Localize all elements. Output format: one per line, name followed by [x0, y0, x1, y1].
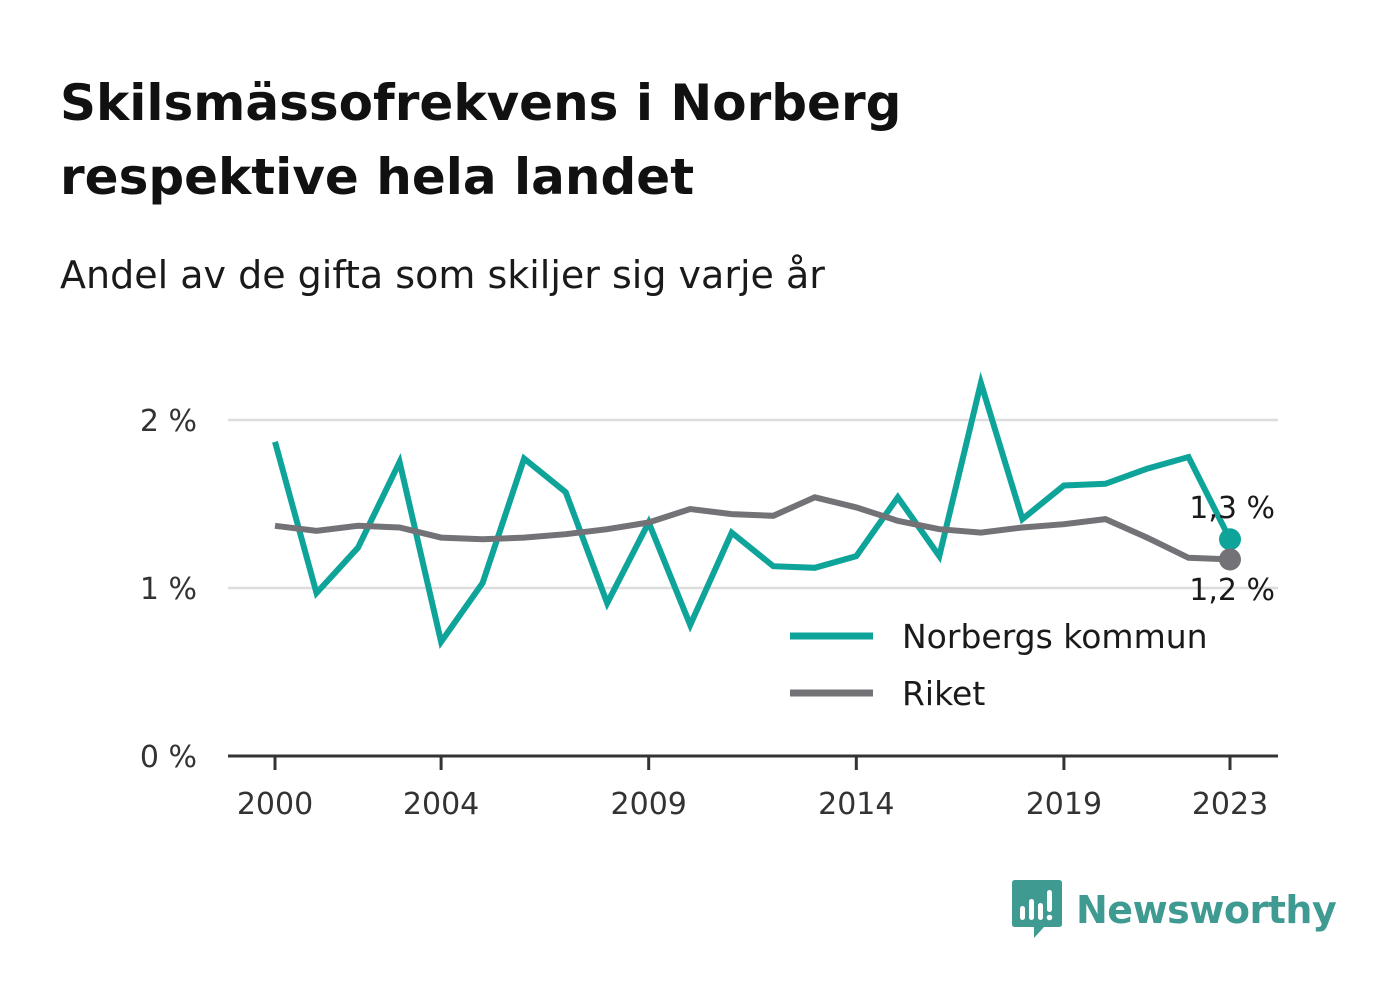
- chart-subtitle: Andel av de gifta som skiljer sig varje …: [60, 253, 825, 297]
- bar-chart-speech-bubble-icon: [1012, 880, 1062, 938]
- legend-label: Riket: [902, 674, 985, 713]
- series-end-point: [1219, 548, 1241, 571]
- y-tick-label: 1 %: [140, 572, 197, 607]
- x-tick-label: 2000: [237, 787, 313, 822]
- end-label-riket: 1,2 %: [1189, 573, 1275, 608]
- x-tick-label: 2023: [1192, 787, 1268, 822]
- x-tick-label: 2014: [818, 787, 894, 822]
- legend-label: Norbergs kommun: [902, 617, 1208, 656]
- series-line-norberg: [272, 371, 1233, 650]
- legend: Norbergs kommun Riket: [790, 617, 1208, 713]
- series-end-point: [1219, 528, 1241, 551]
- chart-title: Skilsmässofrekvens i Norberg respektive …: [60, 66, 1260, 214]
- y-tick-label: 2 %: [140, 404, 197, 439]
- series-layer: [272, 371, 1241, 650]
- x-tick-label: 2019: [1026, 787, 1102, 822]
- brand-name: Newsworthy: [1076, 888, 1337, 932]
- y-tick-label: 0 %: [140, 740, 197, 775]
- chart-title-line-1: Skilsmässofrekvens i Norberg: [60, 74, 902, 132]
- x-tick-label: 2004: [403, 787, 479, 822]
- grid-layer: [228, 418, 1278, 590]
- end-labels: 1,3 % 1,2 %: [1189, 491, 1275, 608]
- newsworthy-logo: Newsworthy: [1012, 880, 1337, 940]
- x-tick-label: 2009: [611, 787, 687, 822]
- chart-title-line-2: respektive hela landet: [60, 148, 695, 206]
- axis-layer: 0 % 1 % 2 % 2000 2004 2009 2014 2019 2023: [140, 404, 1278, 822]
- end-label-norberg: 1,3 %: [1189, 491, 1275, 526]
- series-line-riket: [274, 494, 1231, 563]
